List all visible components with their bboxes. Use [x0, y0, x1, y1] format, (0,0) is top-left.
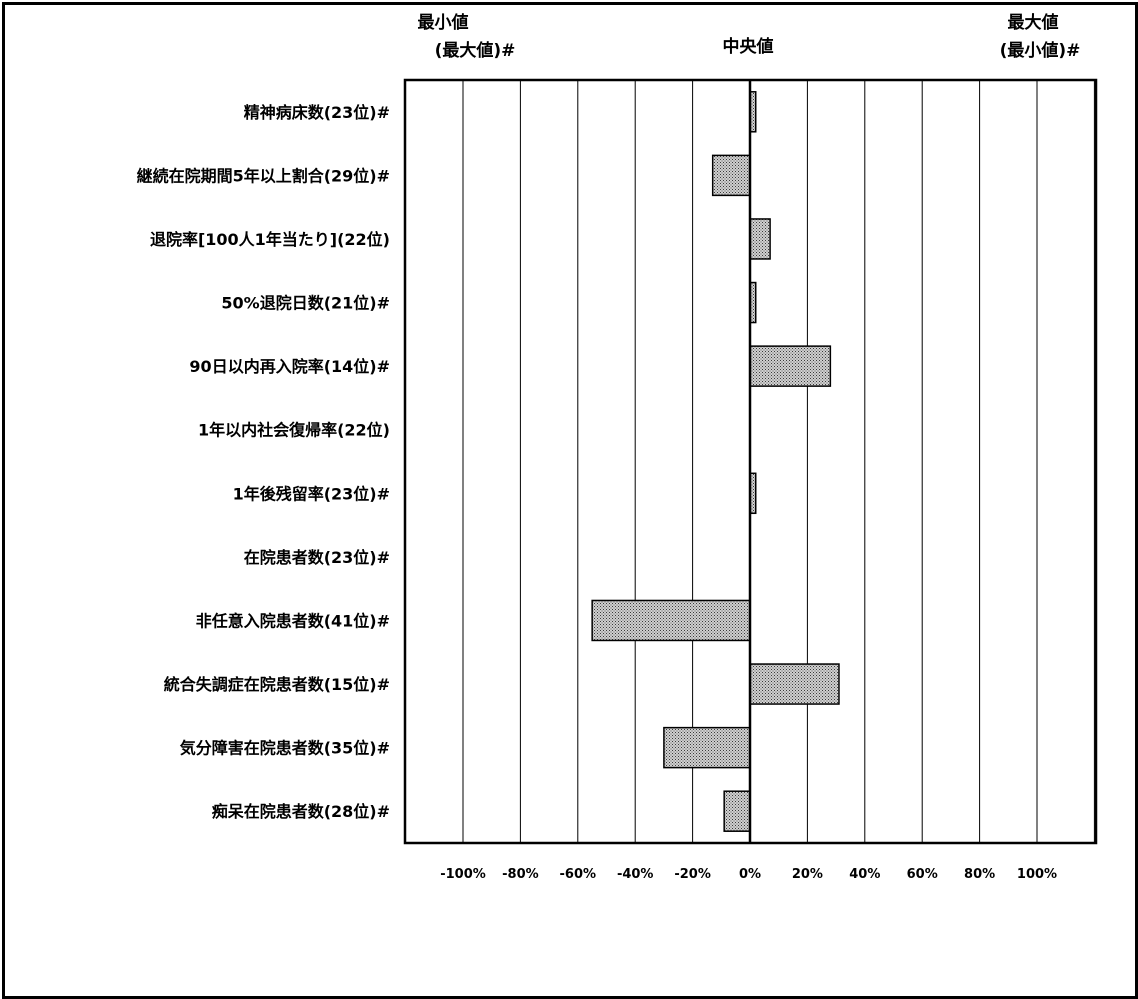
category-label: 50%退院日数(21位)#: [221, 294, 390, 313]
header-min-label: 最小値: [418, 12, 469, 33]
category-label: 在院患者数(23位)#: [244, 548, 390, 567]
bar: [723, 790, 751, 832]
x-tick-label: -100%: [440, 867, 486, 882]
header-max-label: 最大値: [1008, 12, 1059, 33]
bar: [663, 726, 751, 769]
x-tick-label: 20%: [792, 867, 823, 882]
x-tick-label: -60%: [560, 867, 597, 882]
category-label: 退院率[100人1年当たり](22位): [150, 230, 390, 249]
category-label: 痴呆在院患者数(28位)#: [212, 802, 390, 821]
bar: [749, 663, 840, 705]
x-tick-label: -20%: [674, 867, 711, 882]
x-tick-label: -40%: [617, 867, 654, 882]
header-min-sublabel: (最大値)#: [435, 40, 516, 61]
bar: [749, 345, 832, 387]
category-label: 気分障害在院患者数(35位)#: [180, 739, 390, 758]
x-tick-label: -80%: [502, 867, 539, 882]
bar: [749, 218, 771, 260]
x-tick-label: 100%: [1017, 867, 1057, 882]
category-label: 継続在院期間5年以上割合(29位)#: [137, 166, 390, 185]
x-tick-label: 40%: [849, 867, 880, 882]
header-max-sublabel: (最小値)#: [1000, 40, 1081, 61]
x-tick-label: 60%: [907, 867, 938, 882]
bar: [591, 599, 751, 642]
bar: [711, 154, 751, 197]
x-tick-label: 0%: [739, 867, 761, 882]
plot-border: [403, 78, 1098, 845]
category-label: 1年後残留率(23位)#: [233, 484, 390, 503]
category-label: 1年以内社会復帰率(22位): [198, 421, 390, 440]
category-label: 90日以内再入院率(14位)#: [189, 357, 390, 376]
category-label: 非任意入院患者数(41位)#: [196, 611, 390, 630]
header-median-label: 中央値: [723, 36, 774, 57]
x-tick-label: 80%: [964, 867, 995, 882]
category-label: 統合失調症在院患者数(15位)#: [164, 675, 390, 694]
category-label: 精神病床数(23位)#: [244, 103, 390, 122]
